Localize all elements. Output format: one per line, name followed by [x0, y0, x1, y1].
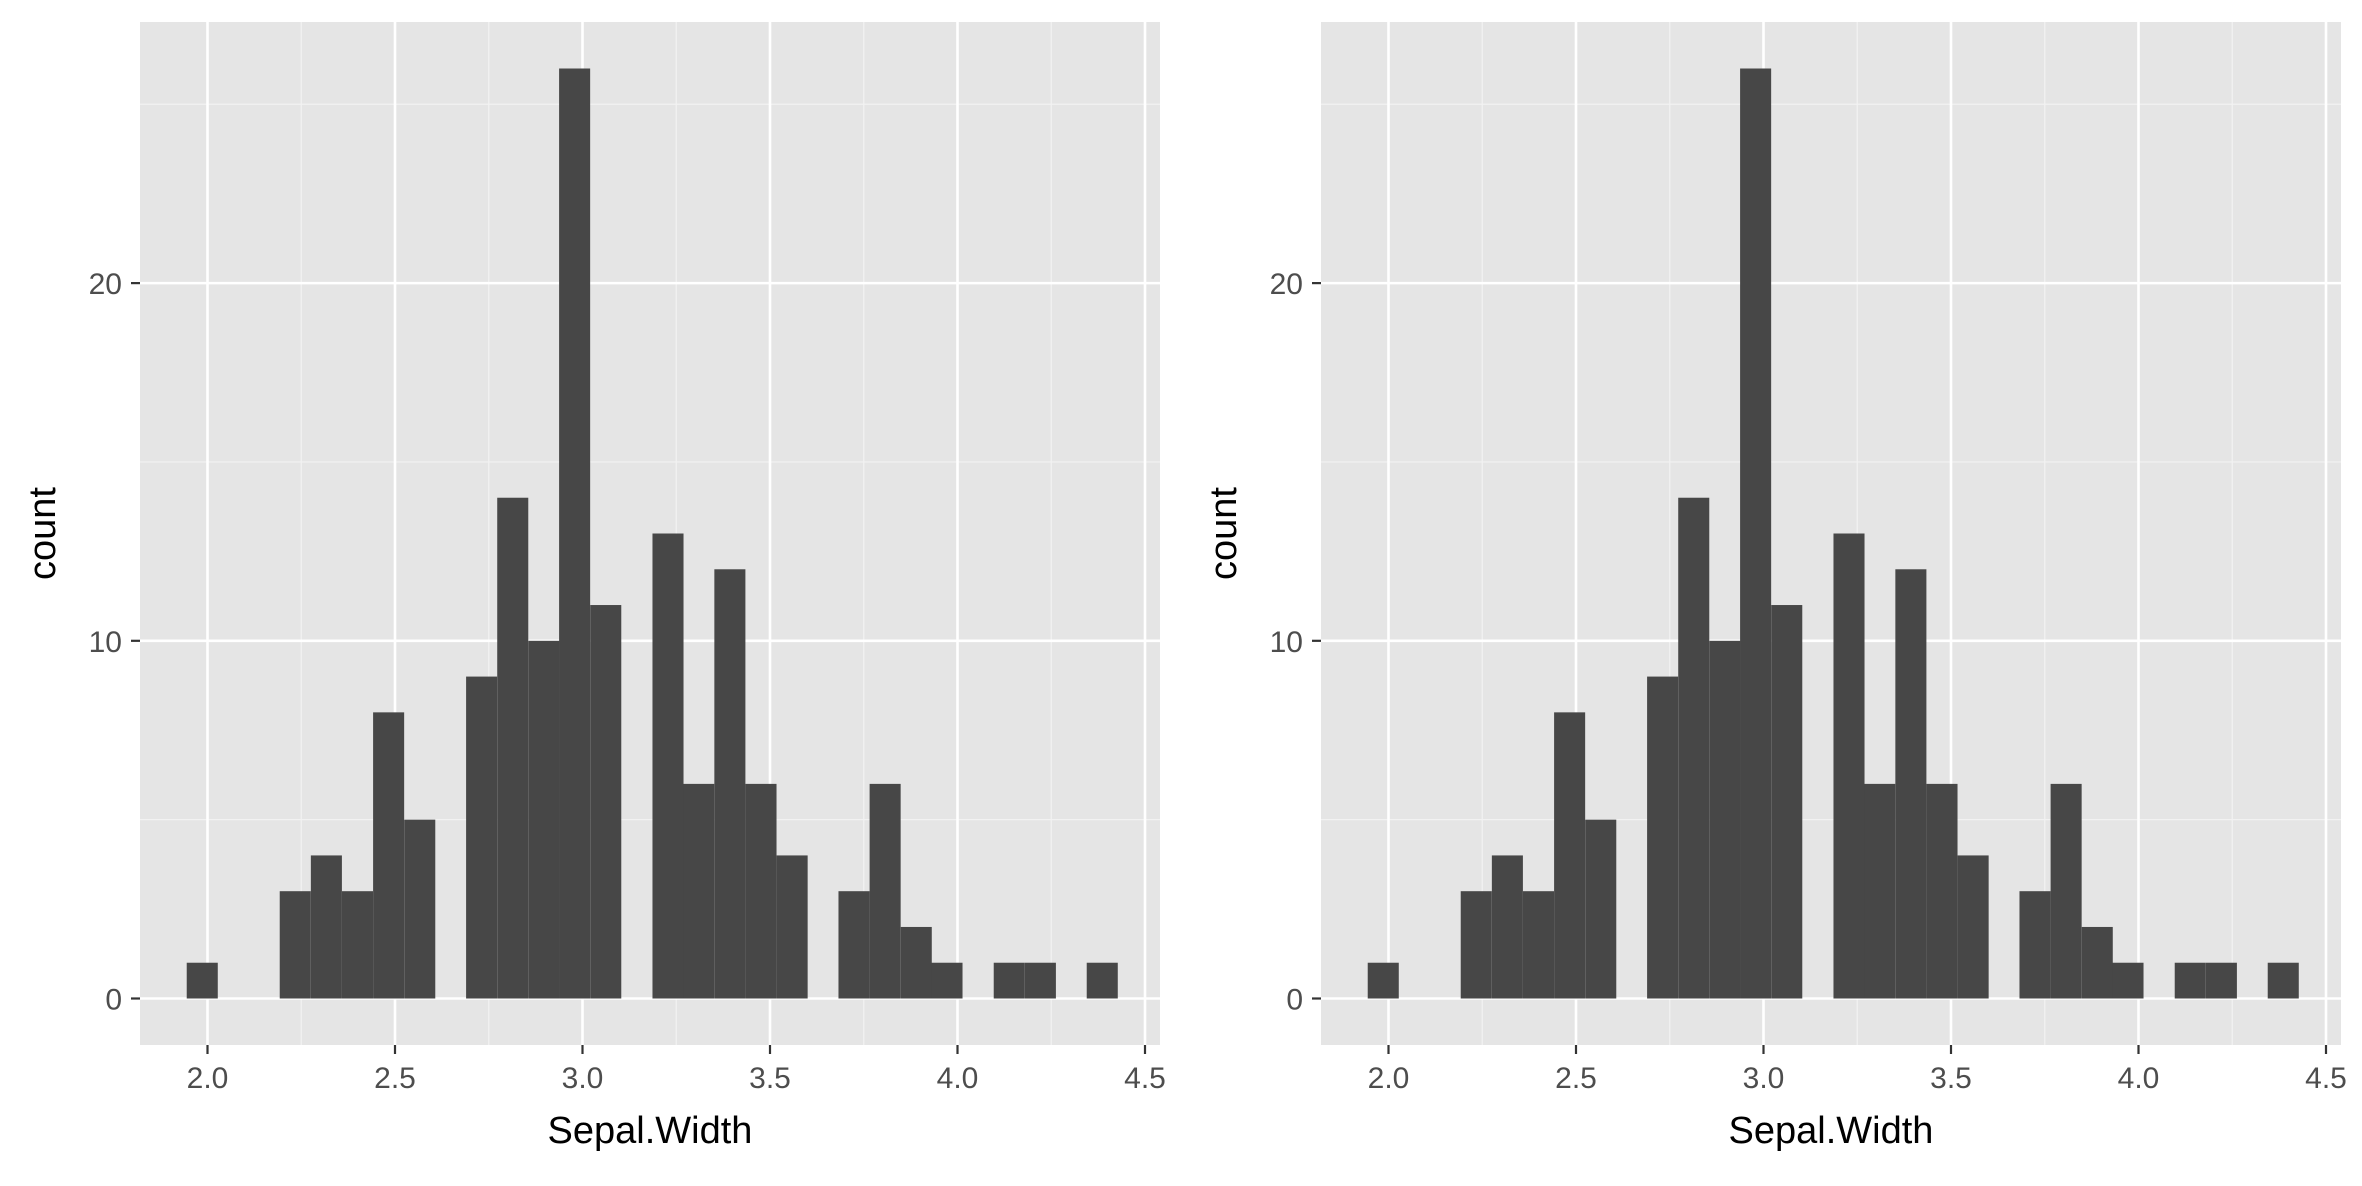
histogram-bar	[1740, 68, 1772, 999]
histogram-bar	[1522, 891, 1555, 999]
histogram-bar	[993, 962, 1025, 999]
histogram-bar	[528, 640, 560, 999]
histogram-bar	[310, 855, 342, 999]
histogram-bar	[1895, 569, 1927, 999]
histogram-bar	[1554, 712, 1586, 999]
histogram-bar	[1926, 783, 1958, 999]
histogram-bar	[1709, 640, 1741, 999]
x-tick-label: 3.5	[749, 1062, 791, 1095]
histogram-bar	[2019, 891, 2051, 999]
histogram-bar	[1957, 855, 1989, 999]
y-axis-title: count	[1203, 487, 1245, 580]
x-tick-label: 3.0	[1743, 1062, 1785, 1095]
y-tick-label: 0	[105, 984, 122, 1017]
x-tick-label: 4.0	[937, 1062, 979, 1095]
x-tick-label: 2.0	[187, 1062, 229, 1095]
histogram-bar	[497, 497, 529, 999]
x-tick-label: 4.5	[1124, 1062, 1166, 1095]
x-tick-label: 3.0	[562, 1062, 604, 1095]
chart-panel-1: 2.0 2.5 3.0 3.5 4.0 4.5 0 10 20 Sepal.Width count	[22, 22, 1166, 1152]
histogram-bar	[1833, 533, 1865, 999]
histogram-bar	[683, 783, 715, 999]
histogram-bar	[838, 891, 870, 999]
x-tick-label: 4.0	[2118, 1062, 2160, 1095]
x-tick-label: 4.5	[2305, 1062, 2347, 1095]
histogram-bar	[466, 676, 498, 999]
y-tick-label: 0	[1286, 984, 1303, 1017]
panel-background	[140, 22, 1160, 1045]
histogram-bar	[1086, 962, 1118, 999]
histogram-bar	[186, 962, 218, 999]
x-tick-label: 2.0	[1368, 1062, 1410, 1095]
histogram-bar	[2081, 926, 2113, 999]
x-axis-title: Sepal.Width	[1729, 1110, 1934, 1152]
histogram-bar	[1024, 962, 1056, 999]
histogram-bar	[404, 819, 436, 999]
histogram-bar	[1491, 855, 1523, 999]
histogram-bar	[931, 962, 963, 999]
histogram-bar	[590, 605, 622, 999]
histogram-bar	[2050, 783, 2082, 999]
histogram-bar	[1585, 819, 1617, 999]
x-tick-label: 2.5	[1555, 1062, 1597, 1095]
histogram-bar	[279, 891, 311, 999]
y-tick-label: 10	[1270, 626, 1303, 659]
chart-panel-2: 2.0 2.5 3.0 3.5 4.0 4.5 0 10 20 Sepal.Width count	[1203, 22, 2347, 1152]
histogram-bar	[1678, 497, 1710, 999]
histogram-bar	[2112, 962, 2144, 999]
x-axis-title: Sepal.Width	[548, 1110, 753, 1152]
x-tick-label: 3.5	[1930, 1062, 1972, 1095]
y-tick-label: 10	[89, 626, 122, 659]
histogram-bar	[559, 68, 591, 999]
histogram-bar	[714, 569, 746, 999]
histogram-bar	[745, 783, 777, 999]
y-tick-label: 20	[89, 268, 122, 301]
y-axis-title: count	[22, 487, 64, 580]
histogram-bar	[1367, 962, 1399, 999]
histogram-bar	[2174, 962, 2206, 999]
histogram-bar	[1771, 605, 1803, 999]
histogram-bar	[341, 891, 374, 999]
histogram-bar	[2267, 962, 2299, 999]
histogram-bar	[869, 783, 901, 999]
histogram-bar	[1864, 783, 1896, 999]
histogram-bar	[373, 712, 405, 999]
histogram-bar	[776, 855, 808, 999]
histogram-bar	[2205, 962, 2237, 999]
histogram-bar	[1460, 891, 1492, 999]
x-tick-label: 2.5	[374, 1062, 416, 1095]
histogram-bar	[1647, 676, 1679, 999]
panel-background	[1321, 22, 2341, 1045]
histogram-bar	[652, 533, 684, 999]
histogram-bar	[900, 926, 932, 999]
y-tick-label: 20	[1270, 268, 1303, 301]
